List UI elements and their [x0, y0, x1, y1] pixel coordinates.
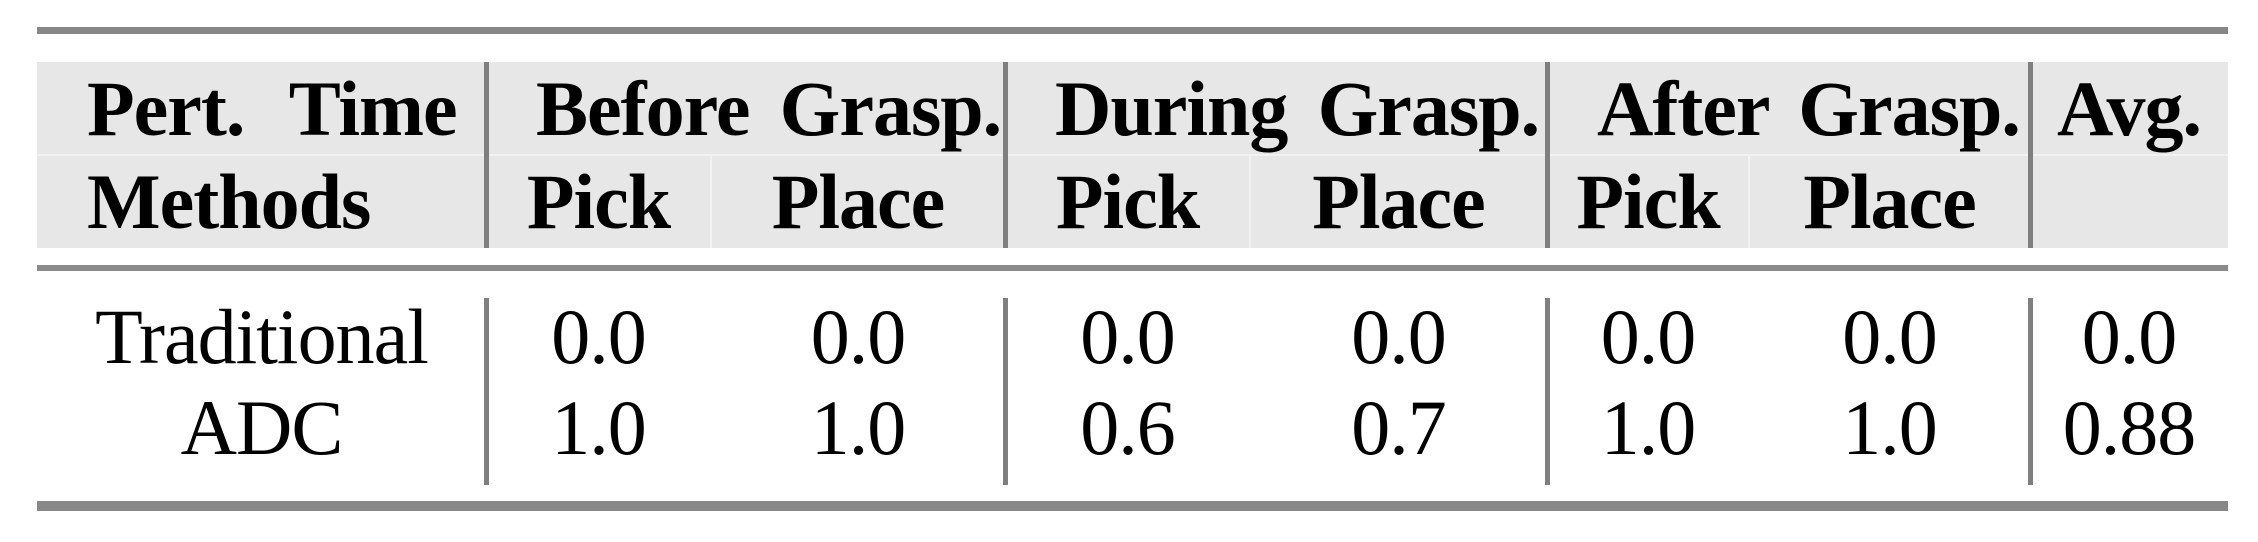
header-group-before-grasp: Before Grasp.	[536, 64, 1002, 152]
value-adc-during-place: 0.7	[1351, 383, 1447, 471]
paper-results-table: Pert. Time Before Grasp. During Grasp. A…	[37, 27, 2228, 517]
subheader-before-pick: Pick	[526, 157, 671, 245]
value-adc-during-pick: 0.6	[1080, 383, 1176, 471]
subheader-after-place: Place	[1803, 157, 1977, 245]
divider-methods-before	[484, 298, 489, 485]
table-header: Pert. Time Before Grasp. During Grasp. A…	[37, 62, 2228, 248]
divider-before-during	[1003, 62, 1008, 248]
value-traditional-after-place: 0.0	[1842, 292, 1938, 380]
divider-after-avg	[2028, 298, 2033, 485]
divider-during-after	[1545, 298, 1550, 485]
header-avg: Avg.	[2056, 64, 2202, 152]
value-adc-before-place: 1.0	[810, 383, 907, 471]
table-mid-rule	[37, 265, 2228, 271]
value-adc-before-pick: 1.0	[551, 383, 647, 471]
header-group-after-grasp: After Grasp.	[1597, 64, 2021, 152]
value-traditional-during-pick: 0.0	[1080, 292, 1176, 380]
value-adc-avg: 0.88	[2062, 383, 2197, 471]
after-pick-place-separator	[1748, 155, 1750, 248]
before-pick-place-separator	[710, 155, 712, 248]
header-avg-empty-cell	[2030, 155, 2228, 248]
divider-before-during	[1003, 298, 1008, 485]
subheader-before-place: Place	[771, 157, 946, 245]
divider-after-avg	[2028, 62, 2033, 248]
divider-methods-before	[484, 62, 489, 248]
subheader-during-place: Place	[1312, 157, 1486, 245]
value-traditional-after-pick: 0.0	[1600, 292, 1697, 380]
divider-during-after	[1545, 62, 1550, 248]
subheader-during-pick: Pick	[1055, 157, 1200, 245]
header-pert-time: Pert. Time	[87, 64, 458, 152]
table-bottom-rule	[37, 501, 2228, 511]
value-traditional-avg: 0.0	[2081, 292, 2178, 380]
value-traditional-during-place: 0.0	[1351, 292, 1447, 380]
value-traditional-before-place: 0.0	[810, 292, 907, 380]
header-group-during-grasp: During Grasp.	[1055, 64, 1540, 152]
value-adc-after-place: 1.0	[1842, 383, 1938, 471]
value-traditional-before-pick: 0.0	[551, 292, 647, 380]
value-adc-after-pick: 1.0	[1600, 383, 1697, 471]
method-cell: ADC	[180, 383, 344, 471]
header-row-separator	[37, 154, 2228, 156]
subheader-after-pick: Pick	[1576, 157, 1720, 245]
during-pick-place-separator	[1249, 155, 1251, 248]
table-top-rule	[37, 27, 2228, 34]
table-body: Traditional 0.0 0.0 0.0 0.0 0.0 0.0 0.0 …	[37, 271, 2228, 501]
method-cell: Traditional	[95, 292, 429, 380]
header-methods: Methods	[87, 157, 371, 245]
